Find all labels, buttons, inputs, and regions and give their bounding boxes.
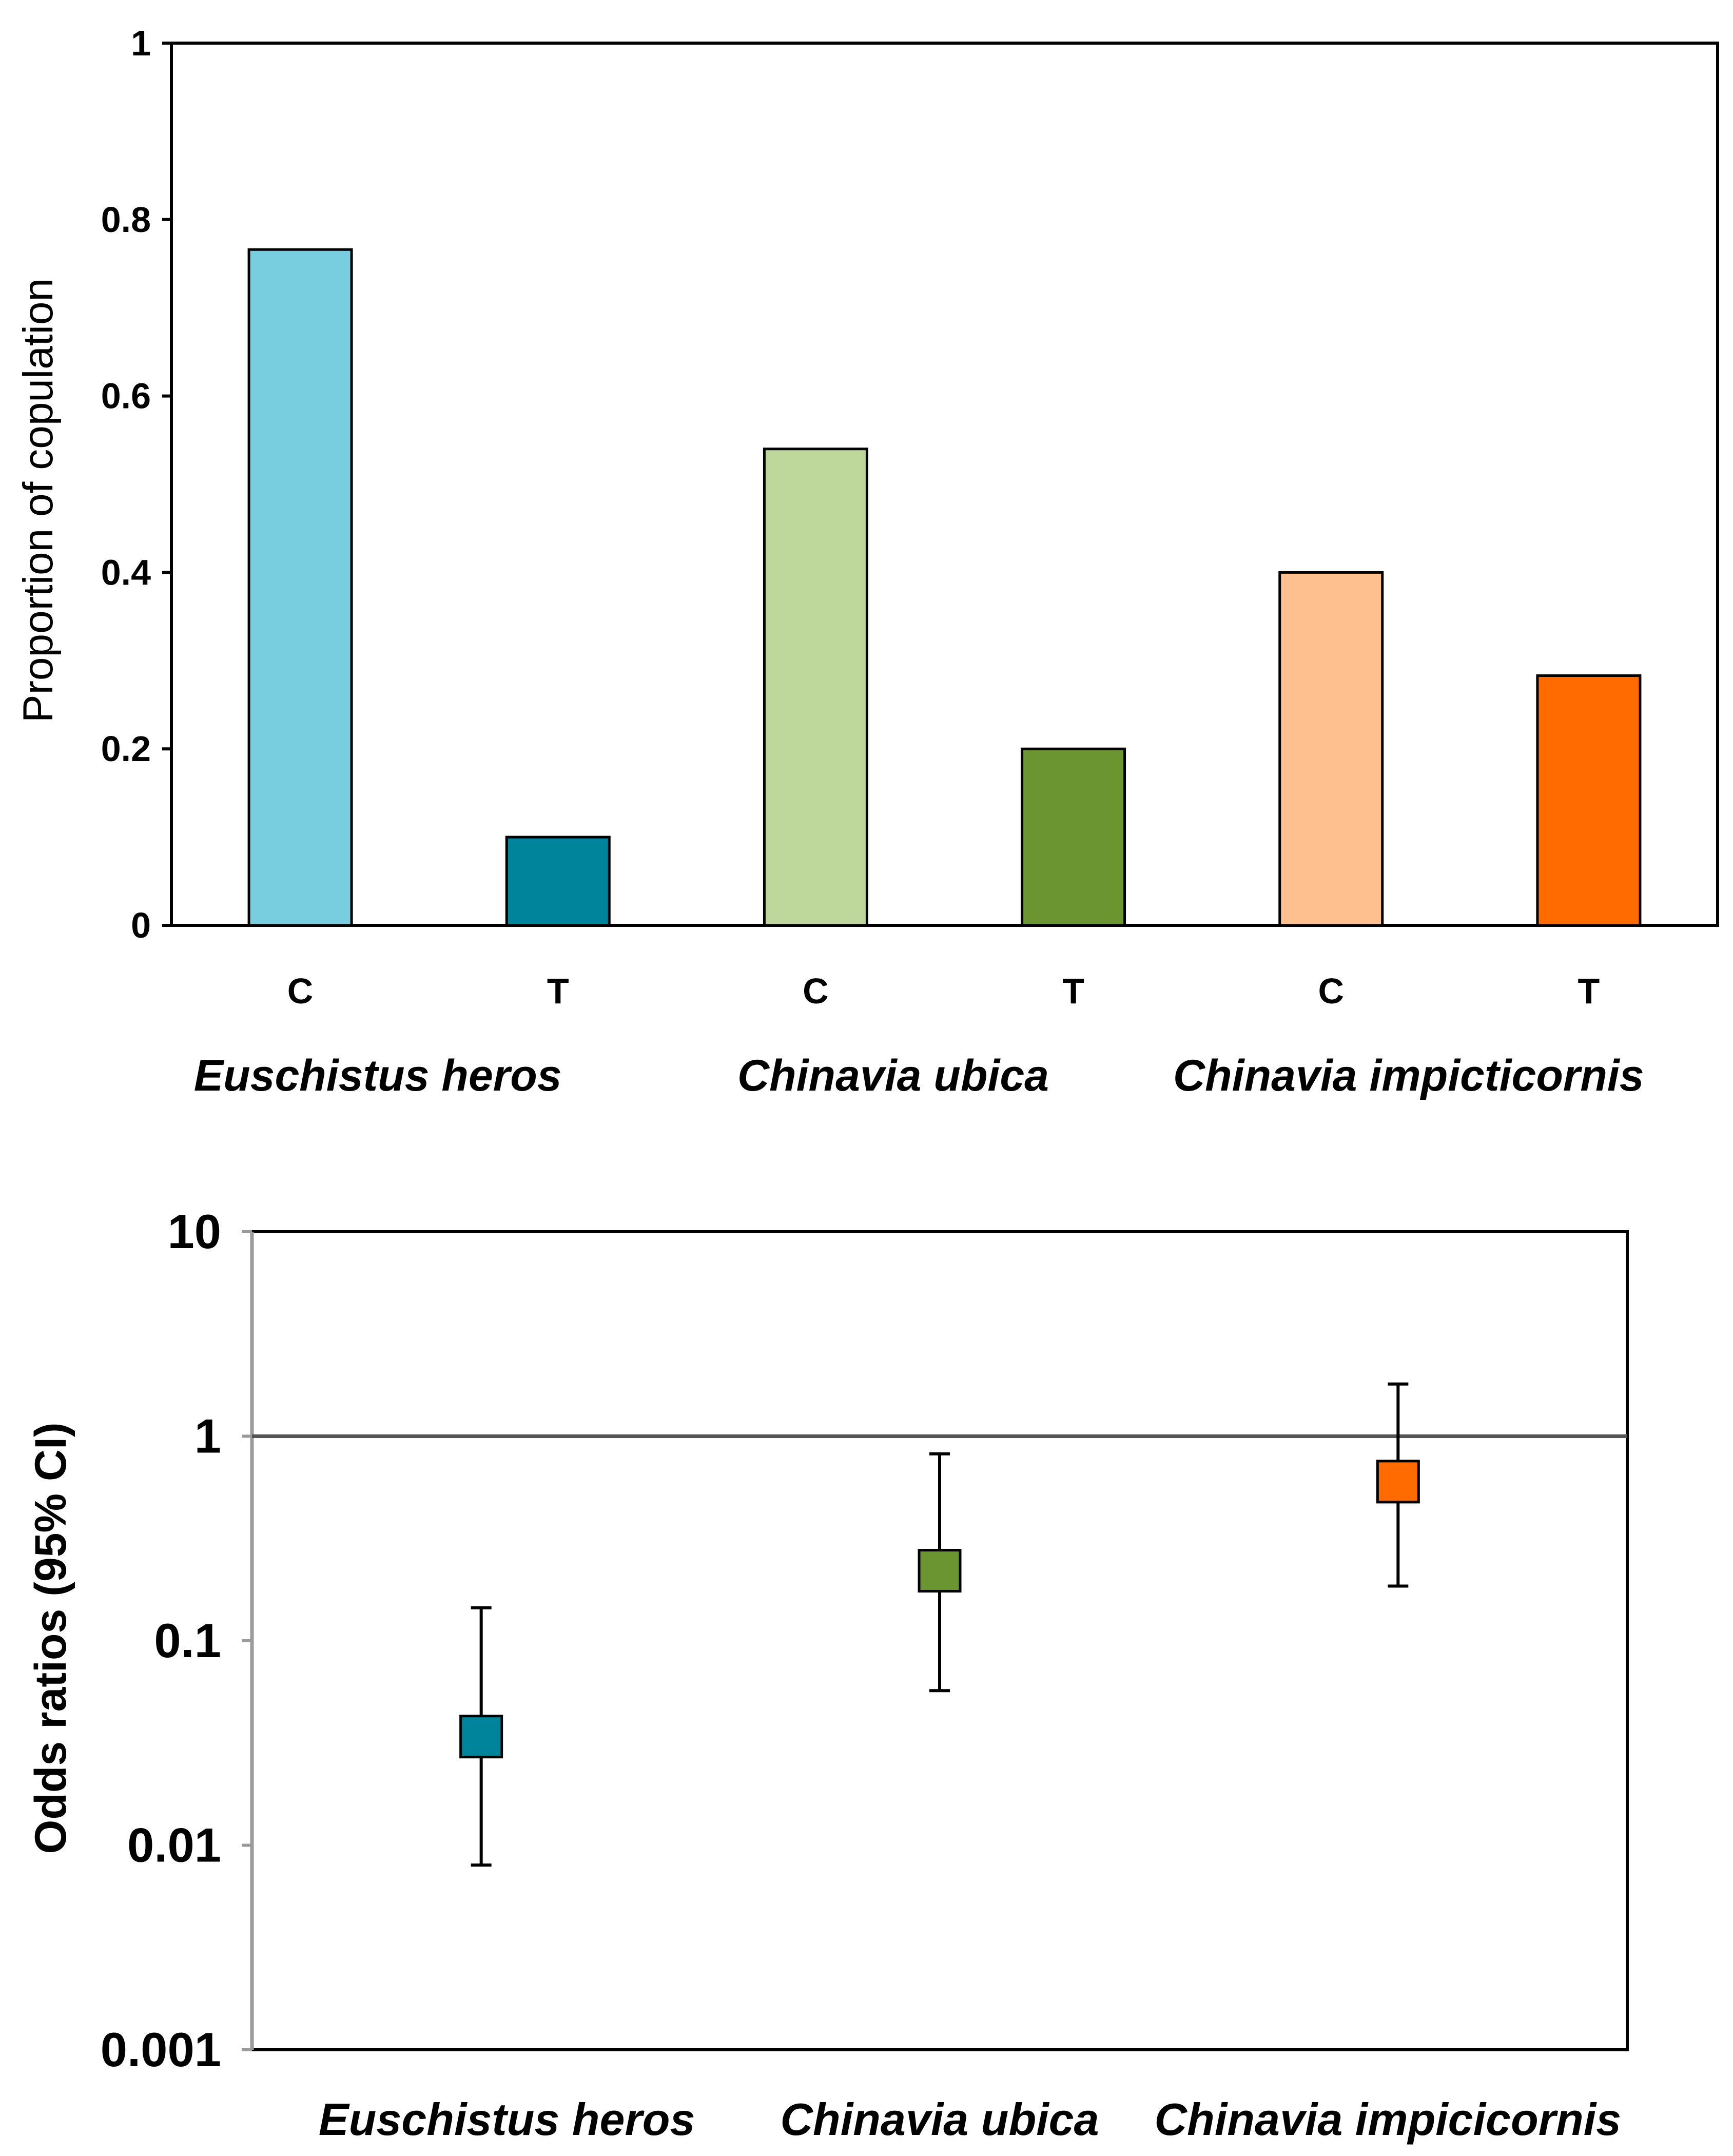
bar-chinavia-impicticornis-t [1536,674,1642,927]
plot-area-frame [170,42,1719,927]
bar-label: C [287,971,314,1011]
category-labels: Euschistus heros Chinavia ubica Chinavia i… [319,2094,1621,2145]
category-label-chinavia-ubica: Chinavia ubica [780,2094,1099,2145]
category-label-chinavia-impicicornis: Chinavia impicicornis [1155,2094,1622,2145]
group-labels: Euschistus heros Chinavia ubica Chinavia i… [194,1051,1644,1100]
bars [247,248,1642,927]
y-tick-label: 0.2 [101,729,151,769]
point-chinavia-impicicornis [1376,1382,1420,1588]
y-axis-title: Proportion of copulation [15,278,62,723]
y-axis-ticks: 0.001 0.01 0.1 1 10 [101,1205,252,2076]
point-chinavia-ubica [918,1452,962,1693]
y-tick-label: 0.4 [101,552,151,592]
y-tick-label: 0 [131,905,151,945]
y-tick-label: 0.6 [101,376,151,416]
bar-euschistus-heros-t [505,836,611,927]
odds-ratio-marker [1376,1460,1420,1504]
y-tick-label: 1 [131,23,151,63]
bar-label: T [1062,971,1084,1011]
group-label-chinavia-impicticornis: Chinavia impicticornis [1173,1051,1644,1100]
bar-label: T [1578,971,1600,1011]
bar-chinavia-impicticornis-c [1278,571,1384,927]
group-label-chinavia-ubica: Chinavia ubica [737,1051,1049,1100]
y-tick-label: 0.1 [154,1614,221,1667]
odds-ratio-points [459,1382,1420,1867]
y-tick-label: 0.8 [101,200,151,240]
bar-chart: 0 0.2 0.4 0.6 0.8 1 C T C T C T Euschistus heros Ch… [15,23,1719,1100]
y-tick-label: 0.01 [127,1818,221,1872]
y-tick-label: 1 [194,1409,221,1463]
y-tick-label: 0.001 [101,2023,221,2076]
category-label-euschistus-heros: Euschistus heros [319,2094,695,2145]
odds-ratio-chart: 0.001 0.01 0.1 1 10 Euschistus heros Chinavia… [26,1205,1629,2145]
odds-ratio-marker [918,1549,962,1593]
bar-label: C [1318,971,1344,1011]
y-axis-title: Odds ratios (95% CI) [26,1422,75,1854]
y-tick-label: 10 [167,1205,221,1258]
bar-chinavia-ubica-c [763,448,868,927]
y-axis-ticks: 0 0.2 0.4 0.6 0.8 1 [101,23,171,945]
bar-label: C [803,971,829,1011]
group-label-euschistus-heros: Euschistus heros [194,1051,562,1100]
bar-chinavia-ubica-t [1021,747,1126,927]
bar-label: T [547,971,569,1011]
odds-ratio-marker [459,1715,503,1759]
bar-euschistus-heros-c [247,248,353,927]
point-euschistus-heros [459,1606,503,1867]
